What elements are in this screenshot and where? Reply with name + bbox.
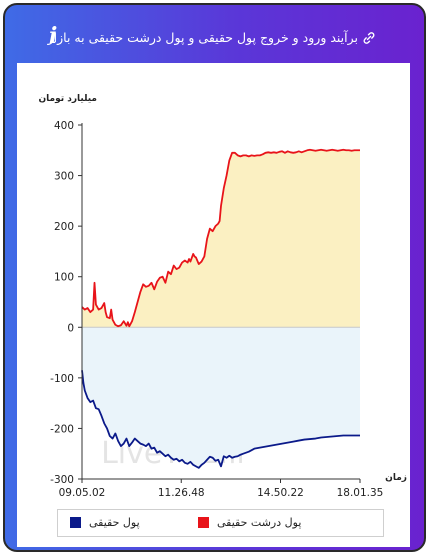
- y-tick-label-6: -200: [50, 423, 74, 435]
- y-tick-label-7: -300: [50, 474, 74, 486]
- legend-item-real-money[interactable]: پول حقیقی: [70, 516, 140, 529]
- x-axis-label: زمان: [385, 473, 407, 483]
- x-tick-label-3: 18.01.35: [337, 487, 384, 499]
- info-icon[interactable]: i: [49, 23, 58, 49]
- legend-label-big-real-money: پول درشت حقیقی: [217, 516, 302, 529]
- legend-swatch-big-real-money: [198, 517, 209, 528]
- x-tick-label-1: 11.26.48: [158, 487, 205, 499]
- series-area-1: [82, 327, 360, 468]
- x-tick-label-0: 09.05.02: [59, 487, 106, 499]
- legend-label-real-money: پول حقیقی: [89, 516, 140, 529]
- y-tick-label-4: 0: [67, 322, 74, 334]
- series-line-0: [81, 148, 360, 328]
- y-tick-label-5: -100: [50, 373, 74, 385]
- card-header: برآیند ورود و خروج پول حقیقی و پول درشت …: [5, 5, 424, 63]
- y-tick-label-2: 200: [54, 221, 74, 233]
- chart-title: برآیند ورود و خروج پول حقیقی و پول درشت …: [47, 30, 358, 45]
- legend: پول حقیقی پول درشت حقیقی: [57, 509, 384, 537]
- series-area-0: [82, 149, 360, 328]
- chart-svg: میلیارد تومان زمان LiveTSE.ir 4003002001…: [38, 94, 407, 499]
- chart-title-row: برآیند ورود و خروج پول حقیقی و پول درشت …: [48, 30, 376, 45]
- x-tick-label-2: 14.50.22: [257, 487, 304, 499]
- legend-swatch-real-money: [70, 517, 81, 528]
- y-tick-label-3: 100: [54, 272, 74, 284]
- y-tick-label-0: 400: [54, 120, 74, 132]
- series-line-1: [81, 370, 360, 469]
- legend-item-big-real-money[interactable]: پول درشت حقیقی: [198, 516, 301, 529]
- plot-area: میلیارد تومان زمان LiveTSE.ir 4003002001…: [17, 63, 410, 547]
- chart-card: برآیند ورود و خروج پول حقیقی و پول درشت …: [3, 3, 426, 552]
- link-icon[interactable]: [362, 31, 376, 45]
- y-axis-label: میلیارد تومان: [38, 94, 97, 104]
- y-tick-label-1: 300: [54, 171, 74, 183]
